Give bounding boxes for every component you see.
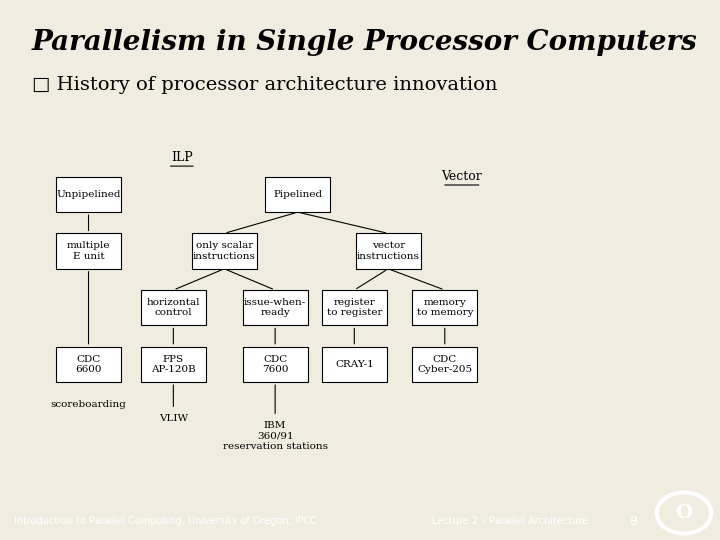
Text: only scalar
instructions: only scalar instructions <box>193 241 256 261</box>
Text: issue-when-
ready: issue-when- ready <box>244 298 306 318</box>
Text: CDC
7600: CDC 7600 <box>262 355 289 374</box>
FancyBboxPatch shape <box>56 233 121 269</box>
Text: horizontal
control: horizontal control <box>147 298 200 318</box>
FancyBboxPatch shape <box>322 290 387 326</box>
Text: CDC
6600: CDC 6600 <box>76 355 102 374</box>
Text: CRAY-1: CRAY-1 <box>335 360 374 369</box>
Text: IBM
360/91
reservation stations: IBM 360/91 reservation stations <box>222 421 328 451</box>
Text: Parallelism in Single Processor Computers: Parallelism in Single Processor Computer… <box>32 29 698 56</box>
FancyBboxPatch shape <box>322 347 387 382</box>
Text: multiple
E unit: multiple E unit <box>67 241 110 261</box>
Text: scoreboarding: scoreboarding <box>50 400 127 409</box>
FancyBboxPatch shape <box>141 347 206 382</box>
Text: FPS
AP-120B: FPS AP-120B <box>151 355 196 374</box>
FancyBboxPatch shape <box>265 177 330 212</box>
Text: register
to register: register to register <box>327 298 382 318</box>
Text: 8: 8 <box>629 515 638 528</box>
FancyBboxPatch shape <box>56 177 121 212</box>
FancyBboxPatch shape <box>243 290 307 326</box>
Text: Lecture 2 – Parallel Architecture: Lecture 2 – Parallel Architecture <box>432 516 588 526</box>
FancyBboxPatch shape <box>413 347 477 382</box>
Text: Unpipelined: Unpipelined <box>56 190 121 199</box>
Text: Vector: Vector <box>441 170 482 183</box>
Text: O: O <box>675 504 693 522</box>
FancyBboxPatch shape <box>243 347 307 382</box>
FancyBboxPatch shape <box>56 347 121 382</box>
Text: CDC
Cyber-205: CDC Cyber-205 <box>417 355 472 374</box>
FancyBboxPatch shape <box>192 233 257 269</box>
FancyBboxPatch shape <box>356 233 420 269</box>
Text: Introduction to Parallel Computing, University of Oregon, IPCC: Introduction to Parallel Computing, Univ… <box>14 516 318 526</box>
Text: Pipelined: Pipelined <box>273 190 323 199</box>
Text: vector
instructions: vector instructions <box>357 241 420 261</box>
Text: memory
to memory: memory to memory <box>417 298 473 318</box>
Text: VLIW: VLIW <box>159 414 188 423</box>
Text: □ History of processor architecture innovation: □ History of processor architecture inno… <box>32 76 498 94</box>
FancyBboxPatch shape <box>413 290 477 326</box>
Text: ILP: ILP <box>171 151 193 164</box>
FancyBboxPatch shape <box>141 290 206 326</box>
